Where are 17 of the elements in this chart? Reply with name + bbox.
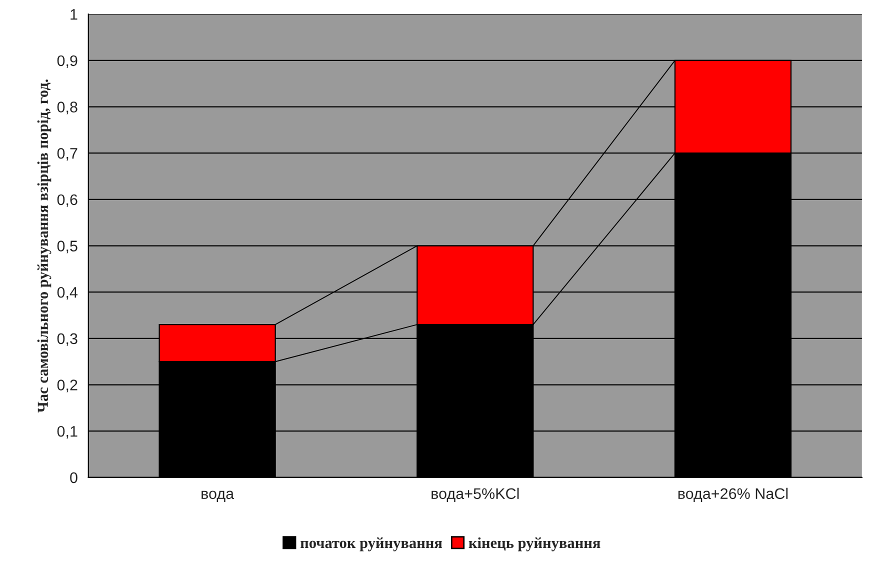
y-tick-label: 0,7 (57, 148, 78, 161)
y-tick-label: 0,1 (57, 426, 78, 439)
x-tick-label: вода+26% NaCl (678, 488, 788, 502)
y-tick-label: 0,6 (57, 194, 78, 207)
y-tick-label: 0,8 (57, 102, 78, 114)
legend-label: початок руйнування (300, 537, 442, 552)
y-tick-label: 0 (70, 472, 78, 484)
x-tick-label: вода (202, 490, 234, 502)
y-axis-title: Час самовільного руйнування взірців порід, год. (37, 79, 52, 413)
legend-label: кінець руйнування (468, 537, 600, 552)
y-tick-label: 0,2 (57, 380, 78, 392)
y-tick-label: 0,4 (57, 286, 78, 300)
y-tick-label: 0,5 (57, 240, 78, 254)
y-tick-label: 0,9 (57, 55, 78, 68)
y-tick-label: 0,3 (57, 333, 78, 346)
x-tick-label: вода+5%KCl (432, 488, 519, 502)
y-tick-label: 1 (70, 9, 78, 20)
